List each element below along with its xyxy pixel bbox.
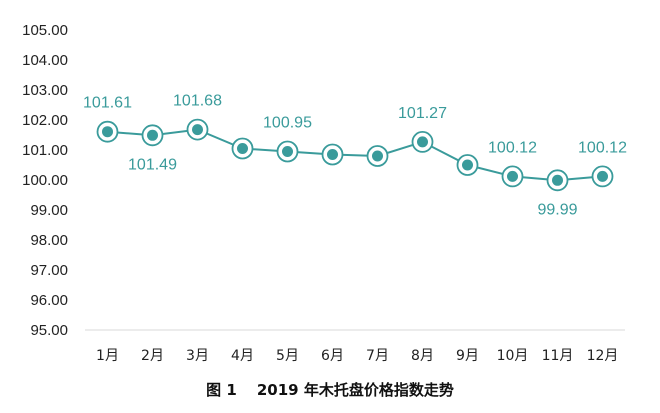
data-point	[501, 165, 524, 188]
x-tick-label: 9月	[456, 348, 479, 364]
data-point-dot	[102, 126, 113, 138]
caption-text: 2019 年木托盘价格指数走势	[257, 381, 454, 399]
x-tick-label: 11月	[542, 348, 574, 364]
x-tick-label: 2月	[141, 348, 164, 364]
chart-caption: 图 1 2019 年木托盘价格指数走势	[206, 381, 454, 399]
data-label: 101.27	[398, 105, 447, 122]
data-point	[96, 120, 119, 143]
data-point-dot	[192, 124, 203, 136]
caption-prefix: 图 1	[206, 381, 237, 399]
y-tick-label: 103.00	[22, 82, 68, 99]
y-tick-label: 100.00	[22, 172, 68, 189]
data-markers	[96, 118, 614, 192]
data-point	[591, 165, 614, 188]
data-point	[546, 169, 569, 192]
x-tick-label: 8月	[411, 348, 434, 364]
data-point-dot	[282, 146, 293, 157]
data-point	[456, 154, 479, 176]
y-tick-label: 105.00	[22, 22, 68, 39]
y-tick-label: 99.00	[30, 202, 68, 219]
y-tick-label: 98.00	[30, 232, 68, 249]
data-point	[141, 124, 164, 147]
x-axis-ticks: 1月 2月 3月 4月 5月 6月 7月 8月 9月 10月 11月 12月	[96, 348, 618, 364]
y-tick-label: 97.00	[30, 262, 68, 279]
data-point-dot	[462, 159, 473, 171]
x-tick-label: 1月	[96, 348, 119, 364]
data-point	[366, 145, 389, 167]
data-point-dot	[597, 170, 608, 182]
data-label: 101.61	[83, 95, 132, 112]
data-point	[321, 143, 344, 166]
data-label: 99.99	[537, 201, 577, 218]
data-point-dot	[417, 136, 428, 148]
x-tick-label: 7月	[366, 348, 389, 364]
x-tick-label: 10月	[497, 348, 529, 364]
data-point-dot	[372, 150, 383, 162]
y-tick-label: 104.00	[22, 52, 68, 69]
data-point-dot	[147, 129, 158, 141]
y-tick-label: 95.00	[30, 322, 68, 339]
data-label: 100.12	[578, 139, 627, 156]
data-point-dot	[552, 174, 563, 186]
y-axis-ticks: 95.00 96.00 97.00 98.00 99.00 100.00 101.00 102…	[22, 22, 68, 339]
x-tick-label: 5月	[276, 348, 299, 364]
y-tick-label: 101.00	[22, 142, 68, 159]
x-tick-label: 3月	[186, 348, 209, 364]
data-label: 101.49	[128, 156, 177, 173]
data-point	[276, 140, 299, 163]
data-labels: 101.61 101.49 101.68 100.95 101.27 100.12 99.9…	[83, 93, 627, 219]
data-point	[186, 118, 209, 141]
x-tick-label: 6月	[321, 348, 344, 364]
y-tick-label: 102.00	[22, 112, 68, 129]
data-label: 100.12	[488, 139, 537, 156]
data-label: 100.95	[263, 115, 312, 132]
x-tick-label: 4月	[231, 348, 254, 364]
data-point	[411, 130, 434, 153]
x-tick-label: 12月	[587, 348, 619, 364]
data-label: 101.68	[173, 93, 222, 110]
data-point-dot	[327, 149, 338, 160]
data-point-dot	[237, 143, 248, 154]
data-point-dot	[507, 170, 518, 182]
data-point	[231, 137, 254, 160]
y-tick-label: 96.00	[30, 292, 68, 309]
